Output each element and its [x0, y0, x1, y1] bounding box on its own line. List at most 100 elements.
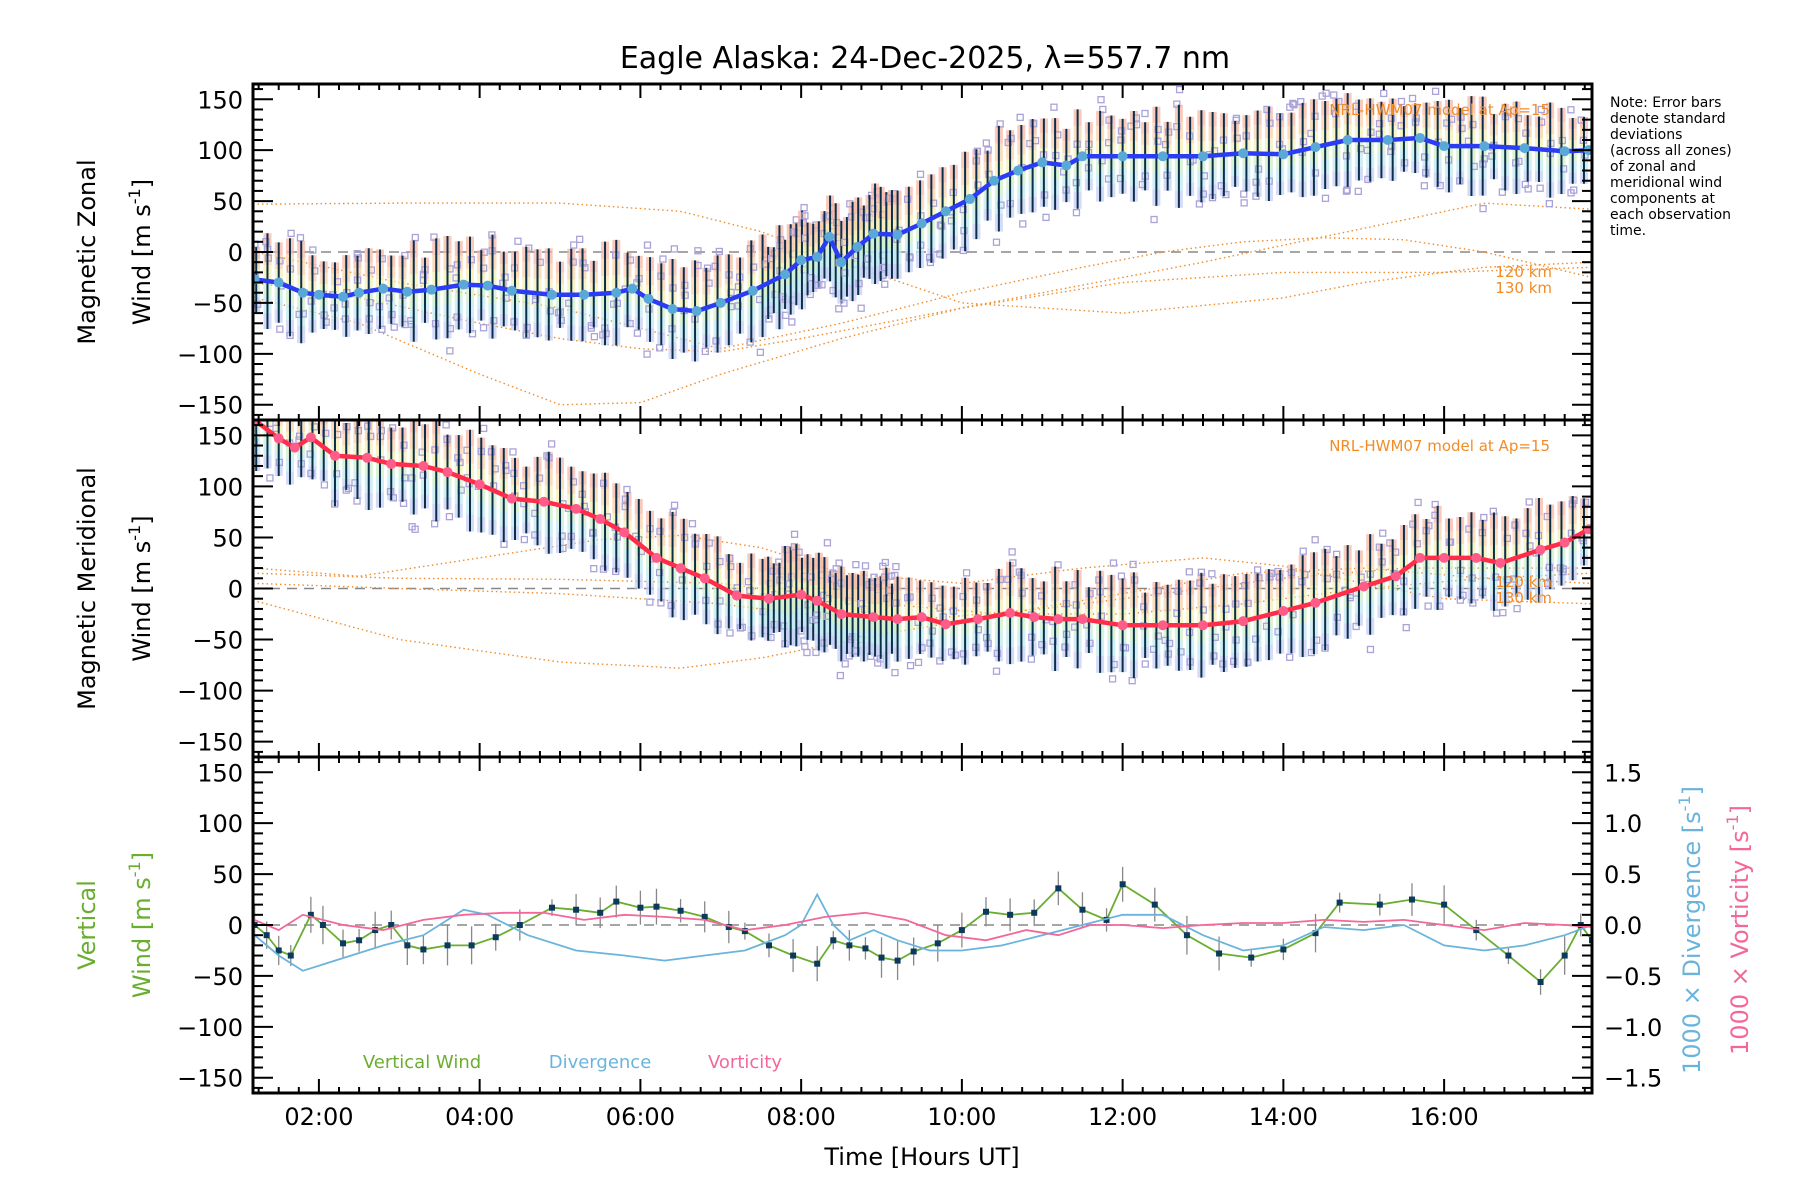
zone-point [1240, 199, 1248, 207]
right-axis-label-vorticity: 1000 × Vorticity [s-1] [1723, 805, 1754, 1055]
mean-point [1559, 537, 1570, 548]
zone-point [701, 347, 710, 356]
zone-point [514, 237, 522, 245]
y-axis-label-line2: Wind [m s-1] [125, 515, 156, 661]
zone-point [852, 647, 861, 655]
mean-point [1029, 612, 1040, 623]
zone-point [633, 279, 641, 287]
zone-point [510, 469, 518, 478]
mean-point [852, 241, 863, 252]
vertical-point [982, 908, 989, 915]
vertical-point [1103, 916, 1110, 923]
mean-point [1415, 132, 1426, 143]
zone-point [546, 307, 554, 315]
zone-point [587, 324, 595, 332]
mean-point [796, 589, 807, 600]
zone-point [1311, 169, 1320, 177]
zone-point [823, 539, 832, 547]
zone-point [633, 329, 642, 337]
model-altitude-label: 120 km [1495, 263, 1552, 281]
vertical-point [1216, 950, 1223, 957]
note-line: deviations [1610, 127, 1682, 143]
zone-point [419, 270, 428, 278]
vertical-point [319, 922, 326, 928]
zone-point [1097, 96, 1105, 104]
zone-point [840, 299, 848, 307]
vertical-point [1473, 927, 1480, 934]
zone-point [1397, 97, 1406, 106]
zone-point [276, 397, 282, 403]
zone-point [982, 139, 990, 147]
zone-point [367, 432, 375, 440]
mean-point [796, 255, 807, 266]
zone-point [590, 333, 599, 341]
mean-point [892, 229, 903, 240]
y-tick-label: 50 [212, 188, 243, 216]
mean-point [1238, 148, 1249, 159]
x-tick-label: 06:00 [606, 1103, 675, 1131]
y-axis-label-line2: Wind [m s-1] [125, 179, 156, 325]
y-tick-label: 50 [212, 524, 243, 552]
zone-point [1252, 178, 1260, 186]
zone-point [1007, 134, 1015, 143]
legend-divergence: Divergence [549, 1052, 652, 1073]
x-tick-label: 02:00 [284, 1103, 353, 1131]
zone-point [431, 406, 437, 412]
vertical-point [653, 903, 660, 910]
zone-point [1498, 188, 1506, 196]
zone-point [1581, 498, 1590, 506]
zone-point [746, 338, 754, 346]
mean-point [643, 293, 654, 304]
zone-point [992, 238, 1001, 246]
y-tick-label: −100 [177, 678, 243, 706]
vertical-point [1151, 901, 1158, 908]
mean-point [1390, 571, 1401, 582]
zone-point [487, 448, 496, 456]
zone-point [307, 297, 315, 305]
zone-point [364, 422, 372, 430]
zone-point [788, 318, 796, 326]
vertical-wind-line [254, 882, 1592, 984]
zone-point [1414, 498, 1422, 507]
zone-point [1379, 529, 1387, 537]
mean-point [892, 614, 903, 625]
zone-point [289, 394, 295, 400]
zone-point [906, 593, 914, 601]
vertical-point [894, 957, 901, 964]
mean-point [1471, 552, 1482, 563]
zone-point [861, 562, 870, 570]
mean-point [916, 218, 927, 229]
zone-point [959, 592, 967, 601]
zone-point [1567, 529, 1576, 537]
model-altitude-label: 130 km [1495, 279, 1552, 297]
zone-point [1154, 586, 1162, 595]
zone-point [1173, 609, 1181, 618]
mean-point [1342, 135, 1353, 145]
mean-point [426, 284, 437, 295]
zone-point [1154, 125, 1162, 134]
mean-point [1559, 146, 1570, 157]
zone-point [419, 471, 427, 479]
zone-point [886, 194, 894, 202]
zone-point [836, 671, 845, 680]
vertical-point [275, 947, 282, 954]
zone-point [1072, 178, 1081, 187]
zone-point [1491, 573, 1500, 581]
right-y-tick-label: 0.0 [1604, 912, 1642, 940]
zone-point [891, 668, 899, 677]
note-line: time. [1610, 223, 1646, 239]
mean-point [812, 595, 823, 606]
mean-point [1197, 151, 1208, 162]
zone-point [959, 246, 967, 255]
zone-point [992, 667, 1001, 675]
zone-point [1387, 147, 1395, 156]
mean-point [1519, 143, 1530, 154]
zone-point [727, 562, 735, 571]
zone-point [881, 558, 889, 567]
zone-point [1408, 94, 1417, 103]
vertical-point [1079, 906, 1086, 913]
mean-point [362, 452, 373, 463]
zone-point [1117, 136, 1125, 144]
